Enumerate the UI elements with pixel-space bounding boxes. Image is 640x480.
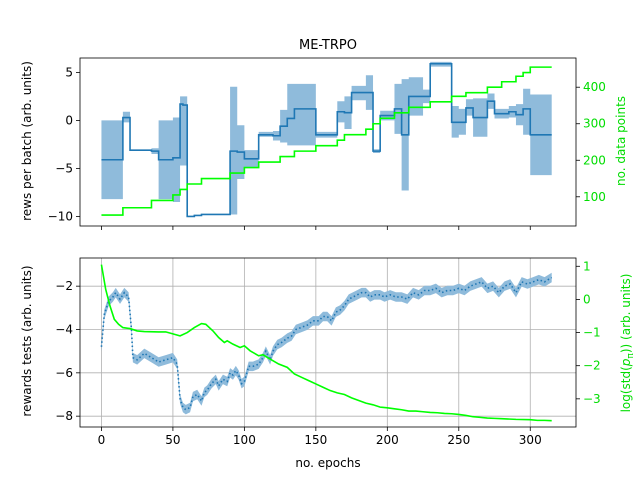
x-tick-label: 300 xyxy=(519,433,542,447)
bottom-panel-reward-line xyxy=(100,276,553,411)
bottom-panel-grid xyxy=(80,258,576,427)
y2-tick-label: 400 xyxy=(583,80,606,94)
y-tick-label: 5 xyxy=(65,65,73,79)
y-tick-label: −4 xyxy=(55,323,73,337)
y2-tick-label: −2 xyxy=(583,359,601,373)
y-tick-label: −2 xyxy=(55,279,73,293)
top-panel: ME-TRPO 5 0 −5 −10 100 200 300 400 rews per bat… xyxy=(20,38,628,230)
top-panel-axes: 5 0 −5 −10 100 200 300 400 xyxy=(48,57,606,230)
y2label-suffix: )) (arb. units) xyxy=(619,274,633,354)
x-tick-label: 250 xyxy=(447,433,470,447)
y2-tick-label: 0 xyxy=(583,292,591,306)
y2label-prefix: log(std( xyxy=(619,366,633,412)
y2-tick-label: 100 xyxy=(583,190,606,204)
y2-tick-label: 300 xyxy=(583,117,606,131)
y-tick-label: −8 xyxy=(55,409,73,423)
data-points-step-line xyxy=(101,66,552,216)
x-tick-label: 100 xyxy=(233,433,256,447)
y2label-subscript: π xyxy=(626,353,636,359)
y2-tick-label: −1 xyxy=(583,326,601,340)
x-tick-label: 200 xyxy=(376,433,399,447)
test-reward-band xyxy=(101,272,552,415)
bottom-panel: 0 50 100 150 200 250 300 −2 −4 −6 −8 1 0 −1 −2 −3 rewar… xyxy=(20,257,636,470)
x-tick-label: 150 xyxy=(304,433,327,447)
x-tick-label: 0 xyxy=(98,433,106,447)
bottom-panel-log-std-line xyxy=(100,264,552,422)
y2-tick-label: −3 xyxy=(583,392,601,406)
top-panel-title: ME-TRPO xyxy=(299,38,357,53)
y2-tick-label: 200 xyxy=(583,153,606,167)
y-tick-label: −6 xyxy=(55,366,73,380)
bottom-panel-y2label: log(std(pπ)) (arb. units) xyxy=(619,274,636,413)
log-std-line xyxy=(100,264,552,422)
top-panel-y2label: no. data points xyxy=(614,96,628,186)
bottom-panel-ylabel: rewards tests (arb. units) xyxy=(20,265,34,416)
x-tick-label: 50 xyxy=(165,433,180,447)
y-tick-label: 0 xyxy=(65,113,73,127)
y-tick-label: −5 xyxy=(55,161,73,175)
y-tick-label: −10 xyxy=(48,209,73,223)
y2label-symbol: p xyxy=(619,358,633,367)
axes-frame xyxy=(79,57,577,227)
axes-frame xyxy=(79,257,577,428)
top-panel-data-points-line xyxy=(101,66,552,216)
y2-tick-label: 1 xyxy=(583,259,591,273)
bottom-panel-reward-band xyxy=(101,272,552,415)
top-panel-reward-line xyxy=(101,62,552,218)
reward-step-line xyxy=(101,62,552,218)
top-panel-ylabel: rews per batch (arb. units) xyxy=(20,61,34,221)
test-reward-dotted-line xyxy=(100,276,553,411)
bottom-panel-xlabel: no. epochs xyxy=(295,456,360,470)
bottom-panel-axes: 0 50 100 150 200 250 300 −2 −4 −6 −8 1 0 −1 −2 −3 xyxy=(55,257,601,447)
